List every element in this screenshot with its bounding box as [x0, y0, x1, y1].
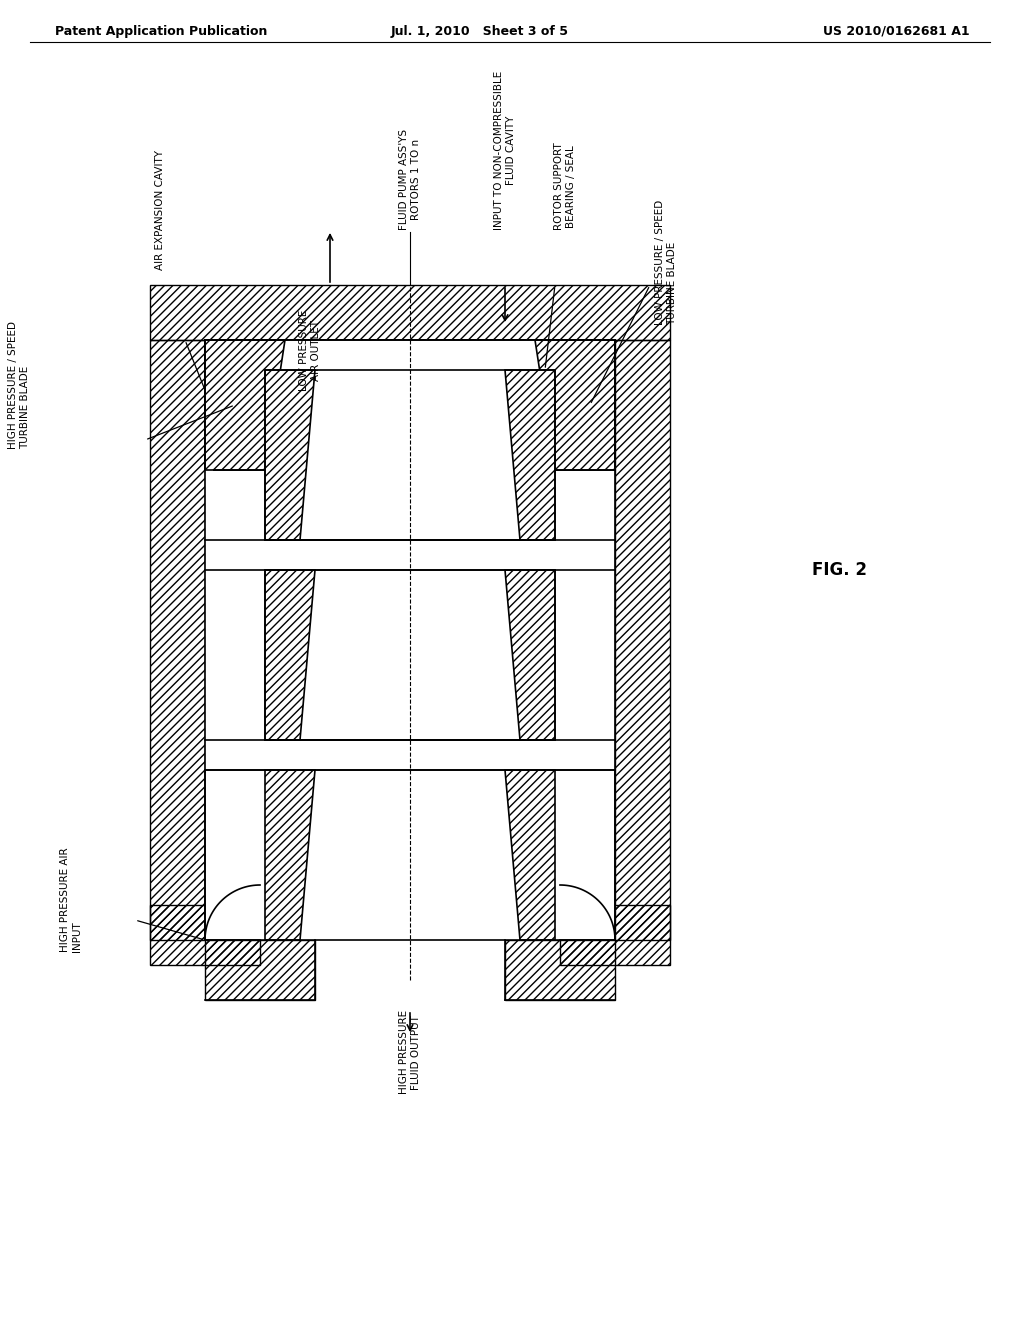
Text: HIGH PRESSURE
FLUID OUTPUT: HIGH PRESSURE FLUID OUTPUT [399, 1010, 421, 1094]
Text: HIGH PRESSURE / SPEED
TURBINE BLADE: HIGH PRESSURE / SPEED TURBINE BLADE [8, 321, 30, 449]
Bar [205, 341, 615, 470]
Text: FLUID PUMP ASS'YS
ROTORS 1 TO n: FLUID PUMP ASS'YS ROTORS 1 TO n [399, 129, 421, 230]
Bar [205, 770, 615, 940]
Text: LOW PRESSURE / SPEED
TURBINE BLADE: LOW PRESSURE / SPEED TURBINE BLADE [655, 201, 677, 325]
Text: LOW PRESSURE
AIR OUTLET: LOW PRESSURE AIR OUTLET [299, 310, 321, 391]
Bar [560, 906, 670, 965]
Bar [205, 341, 615, 470]
Bar [150, 285, 670, 341]
Text: AIR EXPANSION CAVITY: AIR EXPANSION CAVITY [155, 150, 165, 271]
Bar [505, 940, 615, 1001]
Bar [265, 370, 555, 540]
Text: US 2010/0162681 A1: US 2010/0162681 A1 [823, 25, 970, 38]
Bar [150, 341, 205, 940]
Bar [265, 570, 555, 741]
Text: Jul. 1, 2010   Sheet 3 of 5: Jul. 1, 2010 Sheet 3 of 5 [391, 25, 569, 38]
Bar [205, 341, 213, 940]
Text: ROTOR SUPPORT
BEARING / SEAL: ROTOR SUPPORT BEARING / SEAL [554, 143, 575, 230]
Bar [615, 341, 670, 940]
Text: INPUT TO NON-COMPRESSIBLE
FLUID CAVITY: INPUT TO NON-COMPRESSIBLE FLUID CAVITY [495, 71, 516, 230]
Text: HIGH PRESSURE AIR
INPUT: HIGH PRESSURE AIR INPUT [60, 847, 82, 952]
Text: FIG. 2: FIG. 2 [812, 561, 867, 579]
Bar [150, 906, 260, 965]
Text: Patent Application Publication: Patent Application Publication [55, 25, 267, 38]
Bar [205, 940, 315, 1001]
